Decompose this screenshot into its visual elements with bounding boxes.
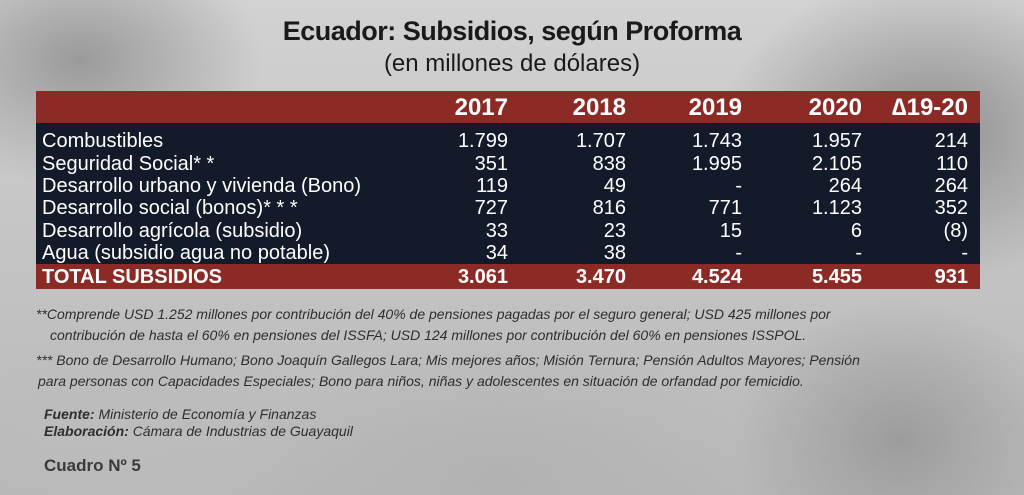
total-cell: 3.470: [575, 265, 626, 288]
table-cell: 264: [934, 174, 968, 197]
table-spacer-row: [36, 123, 980, 130]
table-cell: -: [735, 242, 742, 265]
table-cell: 1.123: [811, 197, 862, 220]
row-label: Seguridad Social* *: [42, 152, 215, 175]
footnote-1-line-1: **Comprende USD 1.252 millones por contr…: [36, 306, 831, 322]
table-cell: 119: [476, 174, 508, 197]
subsidies-table: 2017 2018 2019 2020 ∆19-20 Combustibles …: [36, 91, 980, 290]
table-row: Desarrollo agrícola (subsidio) 33 23 15 …: [36, 220, 980, 242]
row-label: Desarrollo social (bonos)* * *: [42, 197, 298, 220]
table-cell: 1.707: [575, 130, 626, 153]
footnote-2-line-1: *** Bono de Desarrollo Humano; Bono Joaq…: [36, 352, 860, 368]
table-cell: 727: [474, 197, 508, 220]
table-cell: 1.957: [811, 130, 862, 153]
table-cell: 1.799: [457, 130, 508, 153]
table-cell: -: [855, 242, 862, 265]
table-row: Seguridad Social* * 351 838 1.995 2.105 …: [36, 152, 980, 175]
table-cell: 838: [592, 152, 626, 175]
source-line: Fuente: Ministerio de Economía y Finanza…: [44, 406, 353, 423]
table-cell: 214: [934, 130, 968, 153]
table-cell: 771: [708, 197, 742, 220]
table-cell: 49: [603, 174, 626, 197]
table-cell: (8): [943, 219, 968, 242]
header-2019: 2019: [688, 94, 742, 121]
table-cell: 1.995: [691, 152, 742, 175]
table-cell: 110: [936, 152, 968, 175]
header-label-cell: [36, 91, 426, 123]
table-cell: -: [961, 242, 968, 265]
page-subtitle: (en millones de dólares): [383, 50, 641, 77]
table-cell: 6: [850, 219, 862, 242]
table-cell: 2.105: [811, 152, 862, 175]
total-cell: 4.524: [691, 265, 742, 288]
elaboracion-label: Elaboración:: [44, 423, 129, 439]
table-cell: 816: [592, 197, 626, 220]
source-block: Fuente: Ministerio de Economía y Finanza…: [44, 406, 353, 440]
table-cell: 264: [828, 174, 862, 197]
table-cell: 1.743: [691, 130, 742, 153]
footnote-2-line-2: para personas con Capacidades Especiales…: [38, 373, 804, 389]
table-cell: 23: [603, 219, 626, 242]
table-cell: 15: [719, 219, 742, 242]
table-cell: -: [735, 174, 742, 197]
table-header-row: 2017 2018 2019 2020 ∆19-20: [36, 91, 980, 123]
total-cell: 3.061: [457, 265, 508, 288]
header-2020: 2020: [808, 94, 862, 121]
fuente-label: Fuente:: [44, 406, 95, 422]
table-cell: 351: [474, 152, 508, 175]
header-delta-19-20: ∆19-20: [891, 94, 968, 121]
subsidies-table-container: 2017 2018 2019 2020 ∆19-20 Combustibles …: [36, 91, 980, 290]
header-2017: 2017: [454, 94, 508, 121]
page-title: Ecuador: Subsidios, según Proforma: [282, 16, 742, 46]
header-2018: 2018: [572, 94, 626, 121]
table-cell: 33: [485, 219, 508, 242]
footnote-1-line-2: contribución de hasta el 60% en pensione…: [50, 327, 807, 343]
row-label: Desarrollo agrícola (subsidio): [42, 219, 303, 242]
row-label: Agua (subsidio agua no potable): [42, 242, 330, 265]
total-cell: 5.455: [811, 265, 862, 288]
row-label: Desarrollo urbano y vivienda (Bono): [42, 174, 362, 197]
elaboracion-line: Elaboración: Cámara de Industrias de Gua…: [44, 423, 353, 440]
fuente-value: Ministerio de Economía y Finanzas: [98, 406, 317, 422]
table-row: Desarrollo urbano y vivienda (Bono) 119 …: [36, 175, 980, 197]
table-row: Combustibles 1.799 1.707 1.743 1.957 214: [36, 130, 980, 152]
table-cell: 34: [485, 242, 508, 265]
table-row: Desarrollo social (bonos)* * * 727 816 7…: [36, 197, 980, 219]
row-label: Combustibles: [42, 130, 164, 153]
footnotes: **Comprende USD 1.252 millones por contr…: [36, 304, 996, 392]
total-row: TOTAL SUBSIDIOS 3.061 3.470 4.524 5.455 …: [36, 264, 980, 290]
table-number: Cuadro Nº 5: [44, 456, 141, 475]
table-cell: 38: [603, 242, 626, 265]
elaboracion-value: Cámara de Industrias de Guayaquil: [132, 423, 353, 439]
table-cell: 352: [934, 197, 968, 220]
table-row: Agua (subsidio agua no potable) 34 38 - …: [36, 242, 980, 264]
total-cell: 931: [934, 265, 968, 288]
total-label: TOTAL SUBSIDIOS: [42, 265, 223, 288]
